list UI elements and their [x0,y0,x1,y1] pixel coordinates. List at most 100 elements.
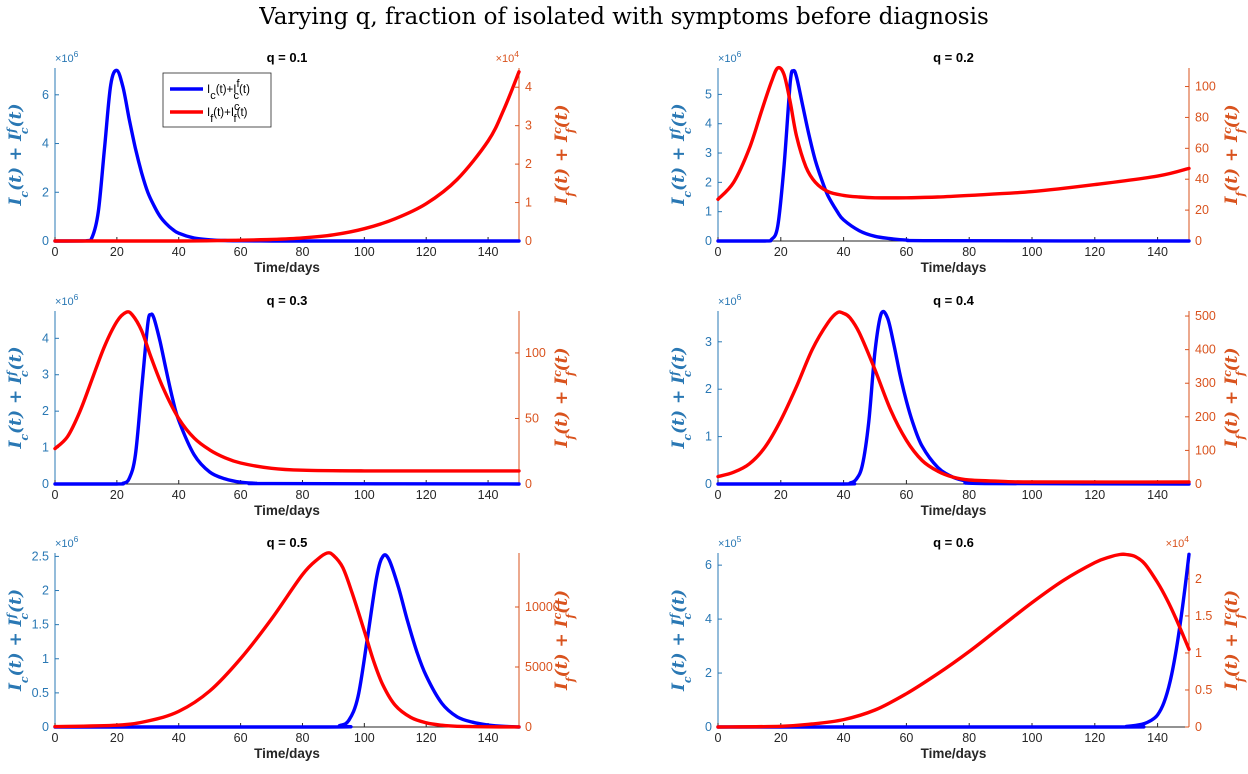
red-series-line [716,552,1191,729]
left-y-axis-label: Ic(t) + Ifc(t) [668,103,694,206]
right-y-tick-label: 60 [1195,141,1209,155]
blue-series-line [716,68,1191,243]
left-y-tick-label: 2 [705,666,712,680]
blue-series-line [53,553,521,729]
left-axis-exponent: ×106 [55,49,79,65]
legend-entry-label: Ic(t)+If c(t) [207,78,250,102]
x-tick-label: 80 [962,488,976,502]
x-tick-label: 100 [354,245,375,259]
left-y-tick-label: 2 [42,584,49,598]
right-y-tick-label: 10000 [525,600,560,614]
x-tick-label: 100 [1022,731,1043,745]
subplot-title: q = 0.1 [267,50,308,65]
left-y-tick-label: 1 [705,430,712,444]
x-tick-label: 120 [416,245,437,259]
red-series-line [716,310,1191,484]
right-y-tick-label: 1 [525,196,532,210]
x-tick-label: 0 [52,488,59,502]
right-y-tick-label: 20 [1195,203,1209,217]
x-tick-label: 100 [1022,245,1043,259]
left-y-axis-label: Ic(t) + Ifc(t) [668,589,694,692]
right-y-tick-label: 0 [525,720,532,734]
right-y-tick-label: 2 [525,157,532,171]
right-y-tick-label: 100 [525,346,546,360]
x-tick-label: 140 [1147,245,1168,259]
left-y-axis-label: Ic(t) + Ifc(t) [668,346,694,449]
right-y-tick-label: 0 [525,234,532,248]
figure-title: Varying q, fraction of isolated with sym… [259,4,989,30]
legend-box [162,72,272,128]
right-y-tick-label: 0 [525,477,532,491]
x-tick-label: 20 [110,731,124,745]
x-tick-label: 40 [837,245,851,259]
subplot-title: q = 0.4 [933,293,975,308]
x-tick-label: 100 [354,731,375,745]
subplot-title: q = 0.3 [267,293,308,308]
left-axis-exponent: ×106 [718,49,742,65]
x-tick-label: 120 [416,488,437,502]
x-tick-label: 40 [172,488,186,502]
left-y-tick-label: 3 [705,146,712,160]
x-tick-label: 20 [774,245,788,259]
right-y-axis-label: If(t) + Icf(t) [1221,104,1247,205]
left-y-tick-label: 0 [42,720,49,734]
x-tick-label: 40 [837,488,851,502]
left-y-tick-label: 4 [42,331,49,345]
left-y-tick-label: 4 [42,137,49,151]
blue-series-line [716,309,1191,486]
x-tick-label: 0 [715,731,722,745]
right-y-axis-label: If(t) + Icf(t) [551,104,577,205]
right-axis-exponent: ×104 [496,49,520,65]
subplot-title: q = 0.6 [933,535,974,550]
right-y-tick-label: 500 [1195,309,1216,323]
x-axis-label: Time/days [921,503,987,518]
left-y-axis-label: Ic(t) + Ifc(t) [5,589,31,692]
left-y-tick-label: 2 [705,175,712,189]
x-axis-label: Time/days [254,503,320,518]
x-tick-label: 80 [962,731,976,745]
left-y-axis-label: Ic(t) + Ifc(t) [5,346,31,449]
left-y-tick-label: 2.5 [32,549,49,563]
left-y-tick-label: 1.5 [32,618,49,632]
x-tick-label: 80 [962,245,976,259]
blue-series-line [53,312,521,486]
left-y-tick-label: 0 [705,234,712,248]
right-y-tick-label: 3 [525,119,532,133]
left-y-tick-label: 0 [42,234,49,248]
right-y-tick-label: 5000 [525,660,553,674]
x-tick-label: 20 [774,731,788,745]
x-tick-label: 0 [715,245,722,259]
right-axis-exponent: ×104 [1166,534,1190,550]
left-y-axis-label: Ic(t) + Ifc(t) [5,103,31,206]
x-tick-label: 140 [1147,488,1168,502]
x-tick-label: 40 [172,245,186,259]
blue-series-line [716,552,1191,729]
x-tick-label: 120 [1084,731,1105,745]
x-tick-label: 120 [1084,488,1105,502]
x-tick-label: 0 [52,245,59,259]
right-y-axis-label: If(t) + Icf(t) [1221,590,1247,691]
left-y-tick-label: 1 [42,652,49,666]
x-tick-label: 120 [416,731,437,745]
x-tick-label: 20 [774,488,788,502]
x-tick-label: 40 [837,731,851,745]
x-tick-label: 80 [296,488,310,502]
left-y-tick-label: 4 [705,612,712,626]
blue-series-line [53,68,521,243]
left-y-tick-label: 3 [705,335,712,349]
subplot-4: 0 20 40 60 80 100 120 140 0 1 2 3 0 100 200 300 400 500 ×1… [668,292,1247,518]
right-y-tick-label: 400 [1195,343,1216,357]
x-tick-label: 40 [172,731,186,745]
left-y-tick-label: 2 [42,185,49,199]
x-tick-label: 20 [110,488,124,502]
right-y-tick-label: 40 [1195,172,1209,186]
red-series-line [53,70,521,243]
left-y-tick-label: 0 [42,477,49,491]
x-tick-label: 60 [234,245,248,259]
x-tick-label: 120 [1084,245,1105,259]
left-axis-exponent: ×105 [718,534,742,550]
right-y-tick-label: 100 [1195,443,1216,457]
subplot-2: 0 20 40 60 80 100 120 140 0 1 2 3 4 5 0 20 40 60 80 100 ×106… [668,49,1247,275]
right-y-axis-label: If(t) + Icf(t) [1221,347,1247,448]
